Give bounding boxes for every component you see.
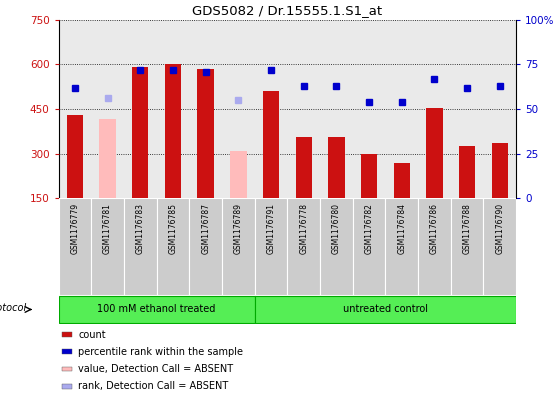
Bar [492,143,508,198]
Bar [62,349,72,354]
Bar [62,384,72,389]
Bar [59,20,92,198]
Bar [393,163,410,198]
Text: count: count [78,330,105,340]
Bar [198,69,214,198]
Text: GSM1176788: GSM1176788 [463,203,472,254]
Bar [254,20,287,198]
Bar [157,198,189,295]
Bar [483,20,516,198]
Bar [124,198,157,295]
Bar [222,198,254,295]
Bar [254,198,287,295]
Text: GSM1176783: GSM1176783 [136,203,145,254]
Title: GDS5082 / Dr.15555.1.S1_at: GDS5082 / Dr.15555.1.S1_at [193,4,382,17]
Bar [92,20,124,198]
Bar [386,20,418,198]
Text: untreated control: untreated control [343,305,428,314]
Bar [67,115,83,198]
Bar [62,332,72,337]
Text: GSM1176785: GSM1176785 [169,203,177,254]
Text: GSM1176780: GSM1176780 [332,203,341,254]
Text: GSM1176784: GSM1176784 [397,203,406,254]
Text: GSM1176786: GSM1176786 [430,203,439,254]
Bar [222,20,254,198]
Bar [287,20,320,198]
Bar [189,20,222,198]
Bar [157,20,189,198]
Bar [418,198,451,295]
Bar [254,296,516,323]
Bar [483,198,516,295]
Text: GSM1176779: GSM1176779 [70,203,79,254]
Text: value, Detection Call = ABSENT: value, Detection Call = ABSENT [78,364,233,374]
Bar [361,154,377,198]
Text: GSM1176781: GSM1176781 [103,203,112,254]
Bar [124,20,157,198]
Bar [230,151,247,198]
Text: GSM1176791: GSM1176791 [267,203,276,254]
Bar [287,198,320,295]
Bar [263,91,279,198]
Text: GSM1176782: GSM1176782 [364,203,373,254]
Bar [451,198,483,295]
Bar [353,20,386,198]
Text: percentile rank within the sample: percentile rank within the sample [78,347,243,357]
Bar [426,108,442,198]
Bar [62,367,72,371]
Bar [132,67,148,198]
Bar [99,119,116,198]
Text: GSM1176787: GSM1176787 [201,203,210,254]
Text: protocol: protocol [0,303,26,313]
Text: GSM1176790: GSM1176790 [496,203,504,254]
Bar [459,146,475,198]
Bar [296,138,312,198]
Bar [59,296,254,323]
Bar [320,20,353,198]
Text: rank, Detection Call = ABSENT: rank, Detection Call = ABSENT [78,381,228,391]
Bar [328,138,345,198]
Bar [189,198,222,295]
Bar [92,198,124,295]
Bar [59,198,92,295]
Text: 100 mM ethanol treated: 100 mM ethanol treated [98,305,216,314]
Bar [320,198,353,295]
Bar [386,198,418,295]
Bar [353,198,386,295]
Text: GSM1176789: GSM1176789 [234,203,243,254]
Bar [165,64,181,198]
Text: GSM1176778: GSM1176778 [299,203,308,254]
Bar [418,20,451,198]
Bar [451,20,483,198]
